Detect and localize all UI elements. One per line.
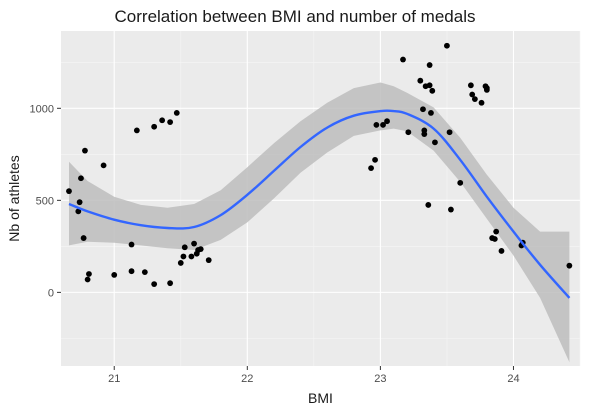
data-point <box>469 91 476 98</box>
x-axis-title: BMI <box>308 390 333 406</box>
data-point <box>432 139 438 146</box>
data-point <box>111 271 118 278</box>
data-point <box>380 121 386 128</box>
y-tick-label: 0 <box>48 287 54 299</box>
data-point <box>86 271 92 277</box>
x-tick-label: 21 <box>108 373 120 385</box>
data-point <box>566 262 573 269</box>
data-point <box>457 179 464 186</box>
data-point <box>428 110 434 116</box>
data-point <box>426 62 433 68</box>
data-point <box>177 260 184 266</box>
data-point <box>78 175 84 182</box>
data-point <box>197 246 204 253</box>
data-point <box>128 268 135 275</box>
y-tick-label: 500 <box>36 195 54 207</box>
data-point <box>483 85 490 91</box>
smooth-trend-line <box>68 109 571 299</box>
data-point <box>205 257 212 264</box>
data-point <box>425 202 432 208</box>
y-axis: 0 500 1000 <box>30 103 61 299</box>
data-point <box>420 106 426 113</box>
data-point <box>493 228 500 235</box>
data-point <box>128 241 135 248</box>
data-point <box>66 188 72 195</box>
x-tick-label: 24 <box>507 373 519 385</box>
data-point <box>133 127 140 134</box>
data-point <box>75 208 82 215</box>
data-point <box>446 129 453 136</box>
data-point <box>368 165 374 172</box>
data-point <box>82 147 88 154</box>
x-tick-label: 23 <box>374 373 386 385</box>
data-point <box>448 206 454 213</box>
data-point <box>491 236 498 242</box>
data-point <box>498 248 505 254</box>
x-tick-label: 22 <box>241 373 253 385</box>
x-axis: 21 22 23 24 <box>108 366 520 385</box>
smooth-line-layer <box>68 109 571 299</box>
data-point <box>429 87 436 94</box>
data-point <box>141 269 148 276</box>
data-point <box>100 162 107 169</box>
data-point <box>417 77 424 84</box>
data-point <box>478 99 485 106</box>
data-point <box>76 199 83 206</box>
data-point <box>167 280 174 287</box>
y-tick-label: 1000 <box>30 103 54 115</box>
data-point <box>180 253 187 260</box>
confidence-ribbon-layer <box>69 82 570 363</box>
data-point <box>159 117 166 124</box>
data-point <box>400 56 406 63</box>
data-point <box>188 253 195 260</box>
data-point <box>467 82 474 89</box>
data-points <box>66 42 573 287</box>
data-point <box>373 121 380 128</box>
data-point <box>471 96 478 103</box>
chart-title: Correlation between BMI and number of me… <box>115 7 476 26</box>
data-point <box>80 235 87 241</box>
data-point <box>426 82 433 89</box>
data-point <box>372 156 378 163</box>
data-point <box>151 281 158 287</box>
data-point <box>384 118 390 125</box>
confidence-ribbon <box>69 82 570 363</box>
data-point <box>444 42 450 49</box>
data-point <box>421 127 428 134</box>
y-axis-title: Nb of athletes <box>6 155 22 241</box>
data-point <box>167 119 174 126</box>
data-point <box>151 123 158 130</box>
data-point <box>181 244 188 251</box>
data-point <box>191 240 197 247</box>
data-point <box>173 110 180 116</box>
data-point <box>84 276 91 283</box>
data-point <box>405 129 412 136</box>
